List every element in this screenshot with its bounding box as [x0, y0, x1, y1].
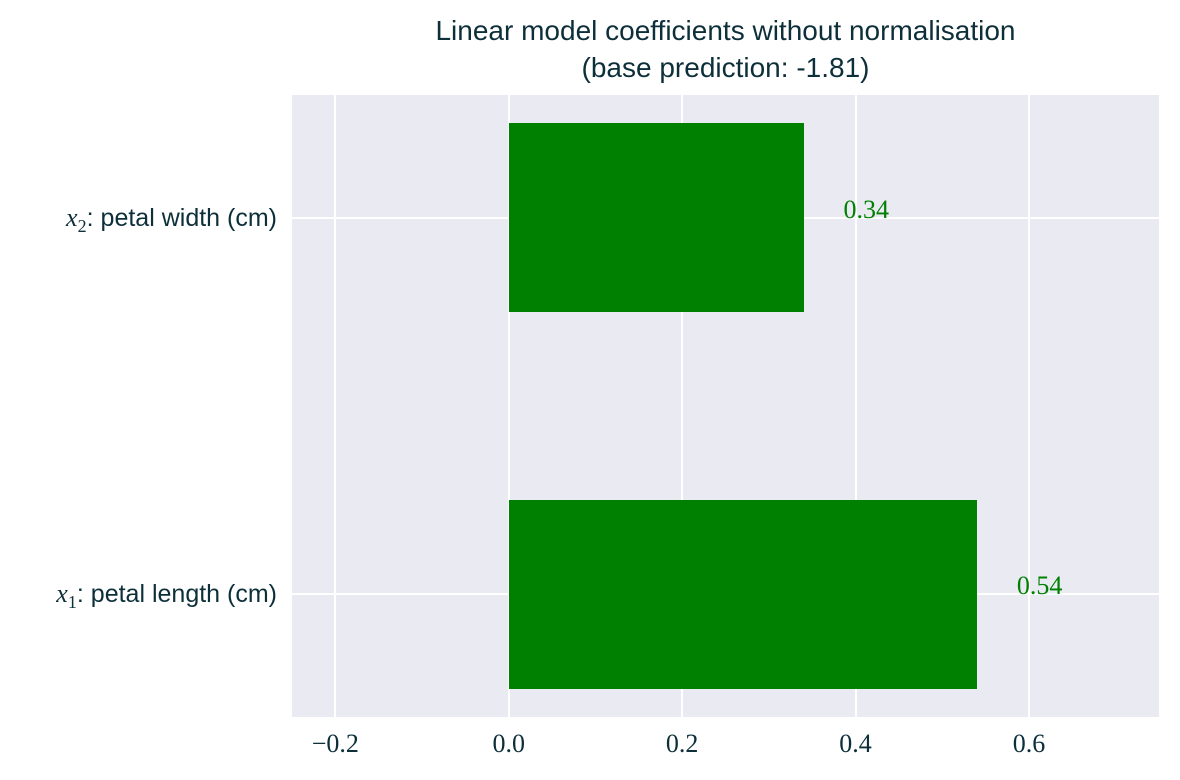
category-label-x1-petal-length: x1: petal length (cm)	[56, 579, 277, 613]
gridline-vertical	[334, 95, 337, 717]
value-label-x1-petal-length: 0.54	[1016, 571, 1063, 601]
x-axis-tick-label: 0.0	[492, 729, 526, 758]
chart-title-block: Linear model coefficients without normal…	[292, 12, 1159, 86]
gridline-vertical	[854, 95, 857, 717]
bar-x1-petal-length	[508, 500, 977, 689]
value-label-x2-petal-width: 0.34	[843, 194, 890, 224]
gridline-vertical	[1027, 95, 1030, 717]
category-variable: x2	[66, 202, 87, 236]
x-axis-tick-label: −0.2	[311, 729, 359, 758]
bar-x2-petal-width	[508, 123, 804, 312]
category-label-x2-petal-width: x2: petal width (cm)	[66, 202, 277, 236]
x-axis-tick-label: 0.4	[839, 729, 872, 758]
gridline-vertical	[507, 95, 510, 717]
category-variable: x1	[56, 579, 77, 613]
category-separator: :	[76, 580, 84, 609]
chart-subtitle: (base prediction: -1.81)	[581, 52, 870, 83]
category-separator: :	[86, 203, 94, 232]
category-text: petal length (cm)	[90, 580, 277, 609]
chart-title: Linear model coefficients without normal…	[435, 15, 1016, 46]
plot-area: 0.34 0.54	[292, 95, 1159, 717]
x-axis-tick-label: 0.2	[665, 729, 699, 758]
category-text: petal width (cm)	[100, 203, 277, 232]
gridline-vertical	[681, 95, 684, 717]
x-axis-tick-label: 0.6	[1012, 729, 1046, 758]
